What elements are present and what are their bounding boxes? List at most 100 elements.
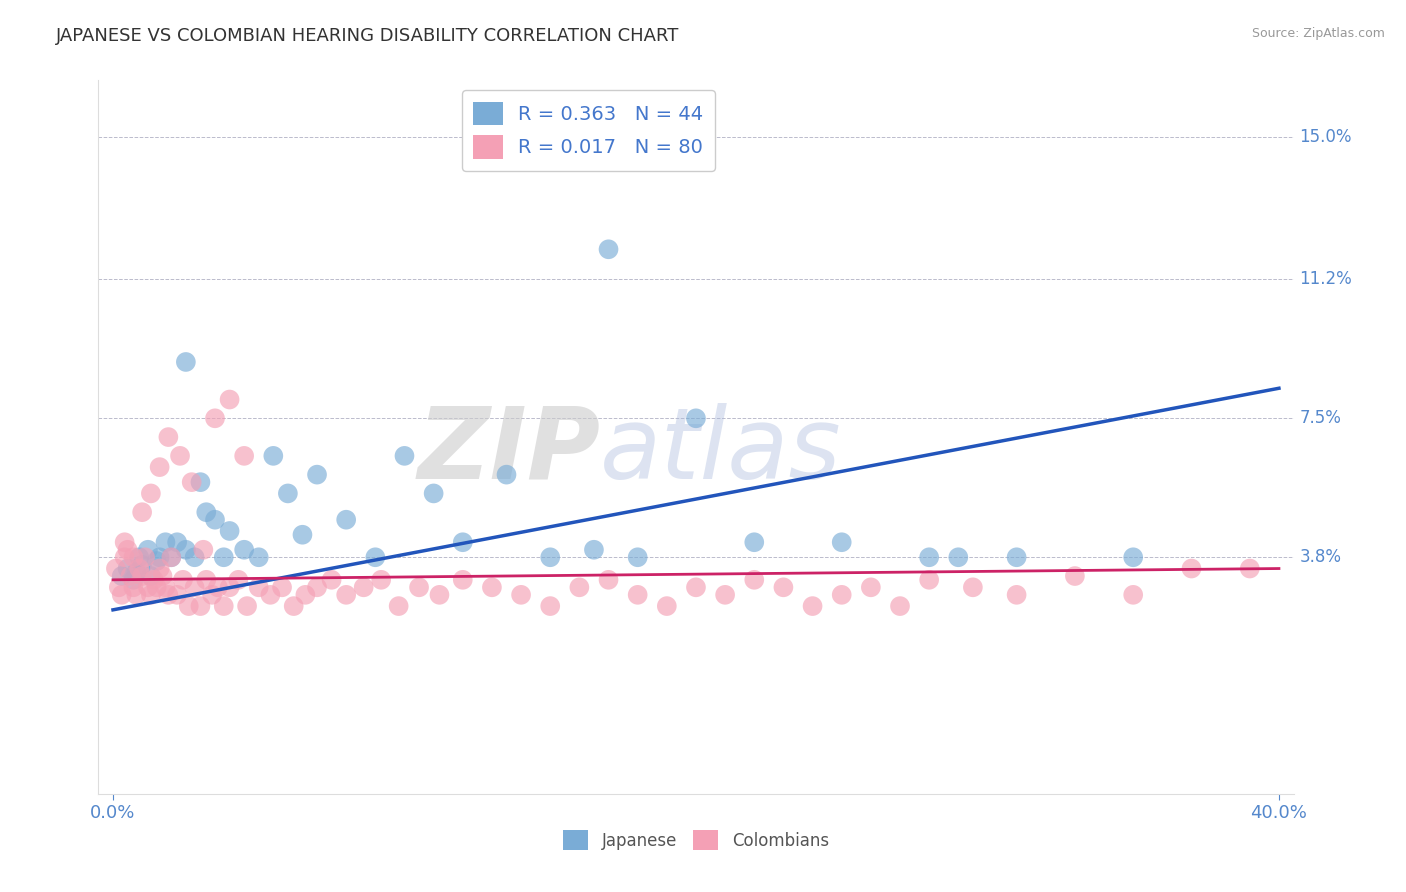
Point xyxy=(111,569,134,583)
Point xyxy=(394,449,416,463)
Point xyxy=(193,542,215,557)
Text: 15.0%: 15.0% xyxy=(1299,128,1353,145)
Point xyxy=(136,542,159,557)
Point xyxy=(685,580,707,594)
Text: 3.8%: 3.8% xyxy=(1299,549,1341,566)
Text: Source: ZipAtlas.com: Source: ZipAtlas.com xyxy=(1251,27,1385,40)
Point xyxy=(180,475,202,490)
Point xyxy=(294,588,316,602)
Legend: Japanese, Colombians: Japanese, Colombians xyxy=(557,823,835,857)
Point xyxy=(155,535,177,549)
Point xyxy=(714,588,737,602)
Point xyxy=(370,573,392,587)
Point xyxy=(353,580,375,594)
Point xyxy=(166,588,188,602)
Point xyxy=(1122,588,1144,602)
Point xyxy=(451,535,474,549)
Point xyxy=(742,573,765,587)
Point xyxy=(948,550,970,565)
Point xyxy=(145,554,167,568)
Point xyxy=(831,535,853,549)
Point xyxy=(831,588,853,602)
Point xyxy=(169,449,191,463)
Point xyxy=(305,467,328,482)
Point xyxy=(183,550,205,565)
Point xyxy=(685,411,707,425)
Point xyxy=(1180,561,1202,575)
Point xyxy=(218,524,240,538)
Point xyxy=(481,580,503,594)
Point xyxy=(117,561,139,575)
Point xyxy=(104,561,127,575)
Point xyxy=(283,599,305,613)
Text: atlas: atlas xyxy=(600,403,842,500)
Text: ZIP: ZIP xyxy=(418,403,600,500)
Point xyxy=(568,580,591,594)
Point xyxy=(212,550,235,565)
Point xyxy=(538,599,561,613)
Point xyxy=(655,599,678,613)
Text: JAPANESE VS COLOMBIAN HEARING DISABILITY CORRELATION CHART: JAPANESE VS COLOMBIAN HEARING DISABILITY… xyxy=(56,27,679,45)
Point xyxy=(157,430,180,444)
Point xyxy=(408,580,430,594)
Point xyxy=(429,588,451,602)
Point xyxy=(177,599,200,613)
Point xyxy=(149,550,172,565)
Point xyxy=(125,566,148,580)
Point xyxy=(918,573,941,587)
Point xyxy=(212,599,235,613)
Point xyxy=(204,513,226,527)
Point xyxy=(495,467,517,482)
Point xyxy=(335,513,357,527)
Point xyxy=(627,588,650,602)
Point xyxy=(233,542,256,557)
Point xyxy=(160,550,183,565)
Point xyxy=(321,573,343,587)
Point xyxy=(1122,550,1144,565)
Point xyxy=(172,573,194,587)
Point xyxy=(388,599,411,613)
Point xyxy=(598,573,620,587)
Point xyxy=(155,580,177,594)
Point xyxy=(510,588,533,602)
Point xyxy=(207,580,229,594)
Point xyxy=(772,580,794,594)
Point xyxy=(201,588,224,602)
Point xyxy=(271,580,294,594)
Text: 11.2%: 11.2% xyxy=(1299,270,1353,288)
Point xyxy=(918,550,941,565)
Point xyxy=(305,580,328,594)
Point xyxy=(889,599,911,613)
Point xyxy=(190,599,212,613)
Point xyxy=(538,550,561,565)
Point xyxy=(204,411,226,425)
Point xyxy=(262,449,284,463)
Point xyxy=(582,542,605,557)
Point xyxy=(128,550,150,565)
Point xyxy=(117,542,139,557)
Point xyxy=(195,573,218,587)
Point xyxy=(142,573,165,587)
Point xyxy=(277,486,299,500)
Point xyxy=(139,588,162,602)
Point xyxy=(122,550,145,565)
Point xyxy=(228,573,250,587)
Point xyxy=(247,550,270,565)
Point xyxy=(247,580,270,594)
Point xyxy=(157,588,180,602)
Point xyxy=(149,561,172,575)
Point xyxy=(291,527,314,541)
Point xyxy=(859,580,882,594)
Point xyxy=(218,580,240,594)
Point xyxy=(166,535,188,549)
Point xyxy=(149,460,172,475)
Point xyxy=(259,588,281,602)
Point xyxy=(131,569,153,583)
Point xyxy=(335,588,357,602)
Point xyxy=(742,535,765,549)
Point xyxy=(122,573,145,587)
Point xyxy=(183,580,205,594)
Point xyxy=(122,580,145,594)
Point xyxy=(131,558,153,572)
Point xyxy=(1239,561,1261,575)
